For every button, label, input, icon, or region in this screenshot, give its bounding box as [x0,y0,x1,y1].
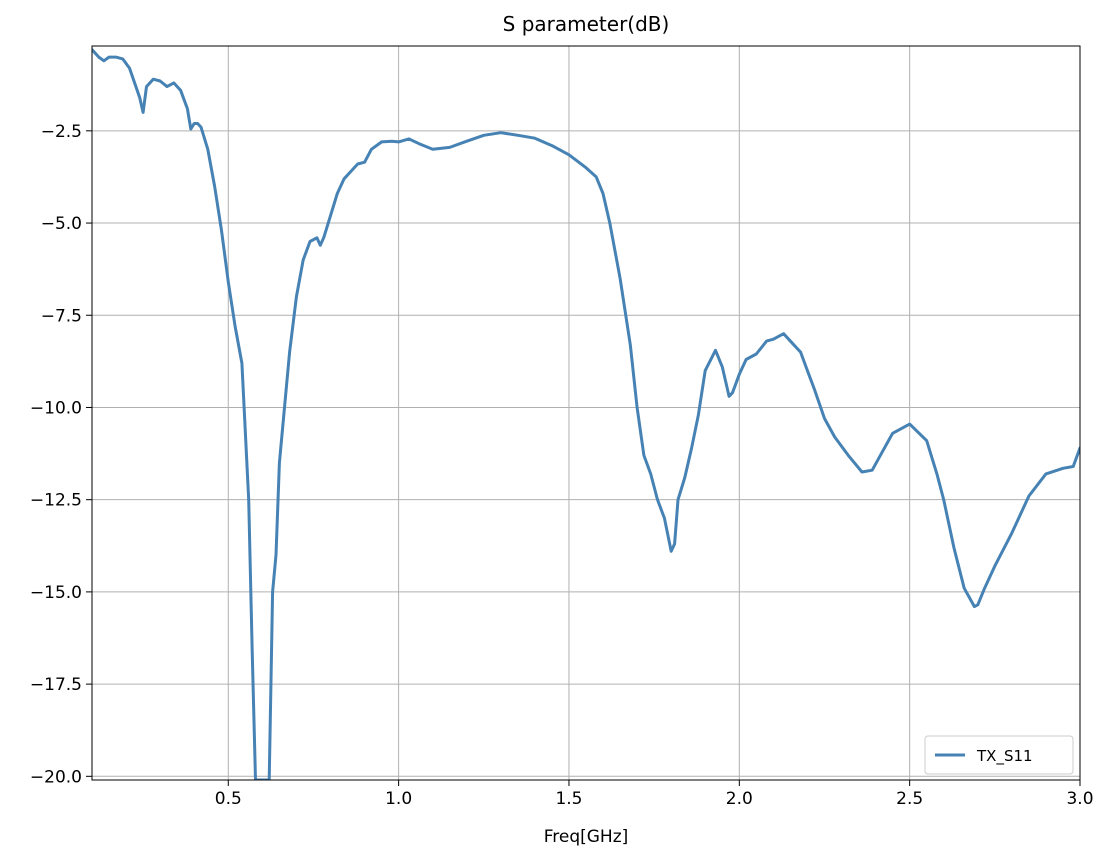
legend-label-tx-s11: TX_S11 [976,747,1033,766]
x-tick-label: 1.0 [385,789,412,809]
y-tick-label: −17.5 [30,675,82,695]
y-tick-label: −10.0 [30,398,82,418]
y-tick-label: −5.0 [41,214,82,234]
y-axis: −2.5 −5.0 −7.5 −10.0 −12.5 −15.0 −17.5 −20.0 [30,122,92,787]
y-tick-label: −20.0 [30,767,82,787]
series-line-tx-s11 [92,48,1080,780]
x-tick-label: 1.5 [555,789,582,809]
y-tick-label: −7.5 [41,306,82,326]
legend: TX_S11 [924,735,1074,775]
x-axis: 0.5 1.0 1.5 2.0 2.5 3.0 [215,780,1094,809]
x-tick-label: 3.0 [1066,789,1093,809]
x-tick-label: 2.5 [896,789,923,809]
y-tick-label: −15.0 [30,583,82,603]
legend-box [924,735,1074,775]
chart-title: S parameter(dB) [503,12,670,36]
x-tick-label: 2.0 [726,789,753,809]
y-tick-label: −12.5 [30,491,82,511]
series-layer [92,48,1080,780]
x-tick-label: 0.5 [215,789,242,809]
plot-frame [91,45,1081,781]
x-axis-title: Freq[GHz] [544,827,629,847]
y-tick-label: −2.5 [41,122,82,142]
